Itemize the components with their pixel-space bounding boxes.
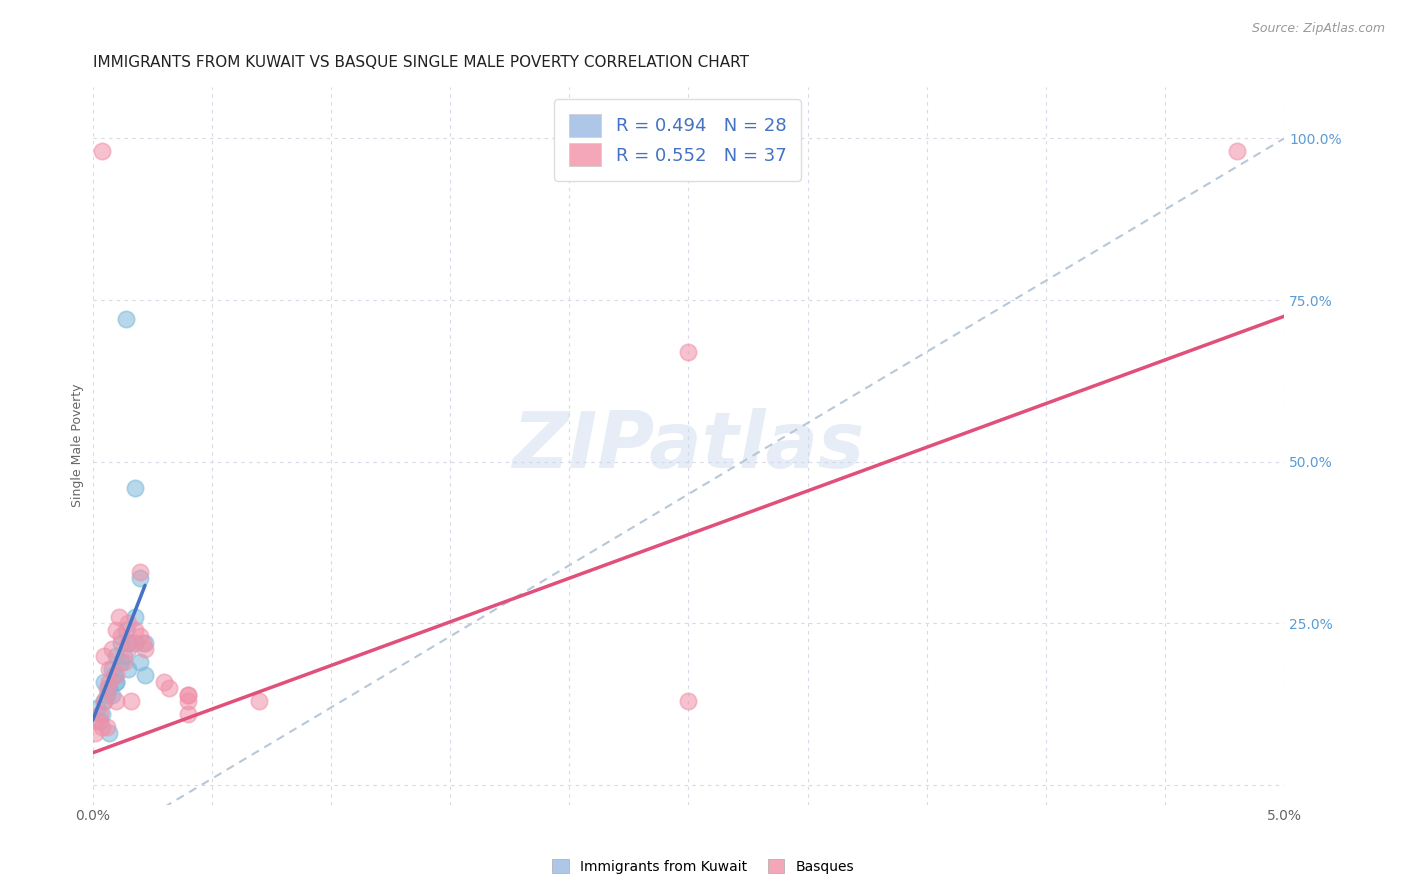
Point: [96, 688, 118, 702]
Point: [177, 694, 200, 708]
Point: [124, 610, 146, 624]
Text: IMMIGRANTS FROM KUWAIT VS BASQUE SINGLE MALE POVERTY CORRELATION CHART: IMMIGRANTS FROM KUWAIT VS BASQUE SINGLE …: [93, 55, 748, 70]
Point: [100, 642, 122, 657]
Point: [105, 694, 128, 708]
Y-axis label: Single Male Poverty: Single Male Poverty: [72, 384, 84, 508]
Point: [117, 642, 139, 657]
Point: [249, 694, 271, 708]
Point: [112, 648, 135, 663]
Point: [134, 642, 156, 657]
Point: [117, 636, 139, 650]
Point: [100, 688, 122, 702]
Point: [124, 481, 146, 495]
Point: [91, 145, 114, 159]
Point: [89, 714, 111, 728]
Legend: R = 0.494   N = 28, R = 0.552   N = 37: R = 0.494 N = 28, R = 0.552 N = 37: [554, 99, 801, 181]
Text: Source: ZipAtlas.com: Source: ZipAtlas.com: [1251, 22, 1385, 36]
Point: [129, 655, 152, 669]
Point: [100, 662, 122, 676]
Point: [105, 648, 128, 663]
Point: [103, 668, 125, 682]
Point: [1226, 145, 1249, 159]
Point: [177, 707, 200, 722]
Point: [129, 565, 152, 579]
Point: [678, 344, 700, 359]
Point: [93, 694, 115, 708]
Point: [134, 668, 156, 682]
Point: [98, 674, 121, 689]
Point: [93, 694, 115, 708]
Point: [89, 707, 111, 722]
Text: ZIPatlas: ZIPatlas: [512, 408, 865, 483]
Point: [115, 623, 138, 637]
Point: [105, 674, 128, 689]
Point: [177, 688, 200, 702]
Point: [112, 655, 135, 669]
Point: [84, 726, 107, 740]
Point: [153, 674, 176, 689]
Point: [96, 720, 118, 734]
Point: [177, 688, 200, 702]
Point: [93, 674, 115, 689]
Point: [131, 636, 153, 650]
Point: [98, 662, 121, 676]
Point: [134, 636, 156, 650]
Point: [129, 571, 152, 585]
Point: [117, 636, 139, 650]
Point: [93, 648, 115, 663]
Point: [110, 655, 132, 669]
Point: [117, 662, 139, 676]
Point: [110, 629, 132, 643]
Point: [124, 623, 146, 637]
Point: [91, 707, 114, 722]
Point: [105, 623, 128, 637]
Point: [115, 312, 138, 326]
Legend: Immigrants from Kuwait, Basques: Immigrants from Kuwait, Basques: [546, 852, 860, 880]
Point: [105, 674, 128, 689]
Point: [117, 616, 139, 631]
Point: [98, 681, 121, 696]
Point: [107, 610, 129, 624]
Point: [105, 668, 128, 682]
Point: [91, 720, 114, 734]
Point: [678, 694, 700, 708]
Point: [120, 694, 142, 708]
Point: [157, 681, 180, 696]
Point: [86, 700, 108, 714]
Point: [86, 714, 108, 728]
Point: [129, 629, 152, 643]
Point: [124, 636, 146, 650]
Point: [110, 636, 132, 650]
Point: [96, 681, 118, 696]
Point: [98, 726, 121, 740]
